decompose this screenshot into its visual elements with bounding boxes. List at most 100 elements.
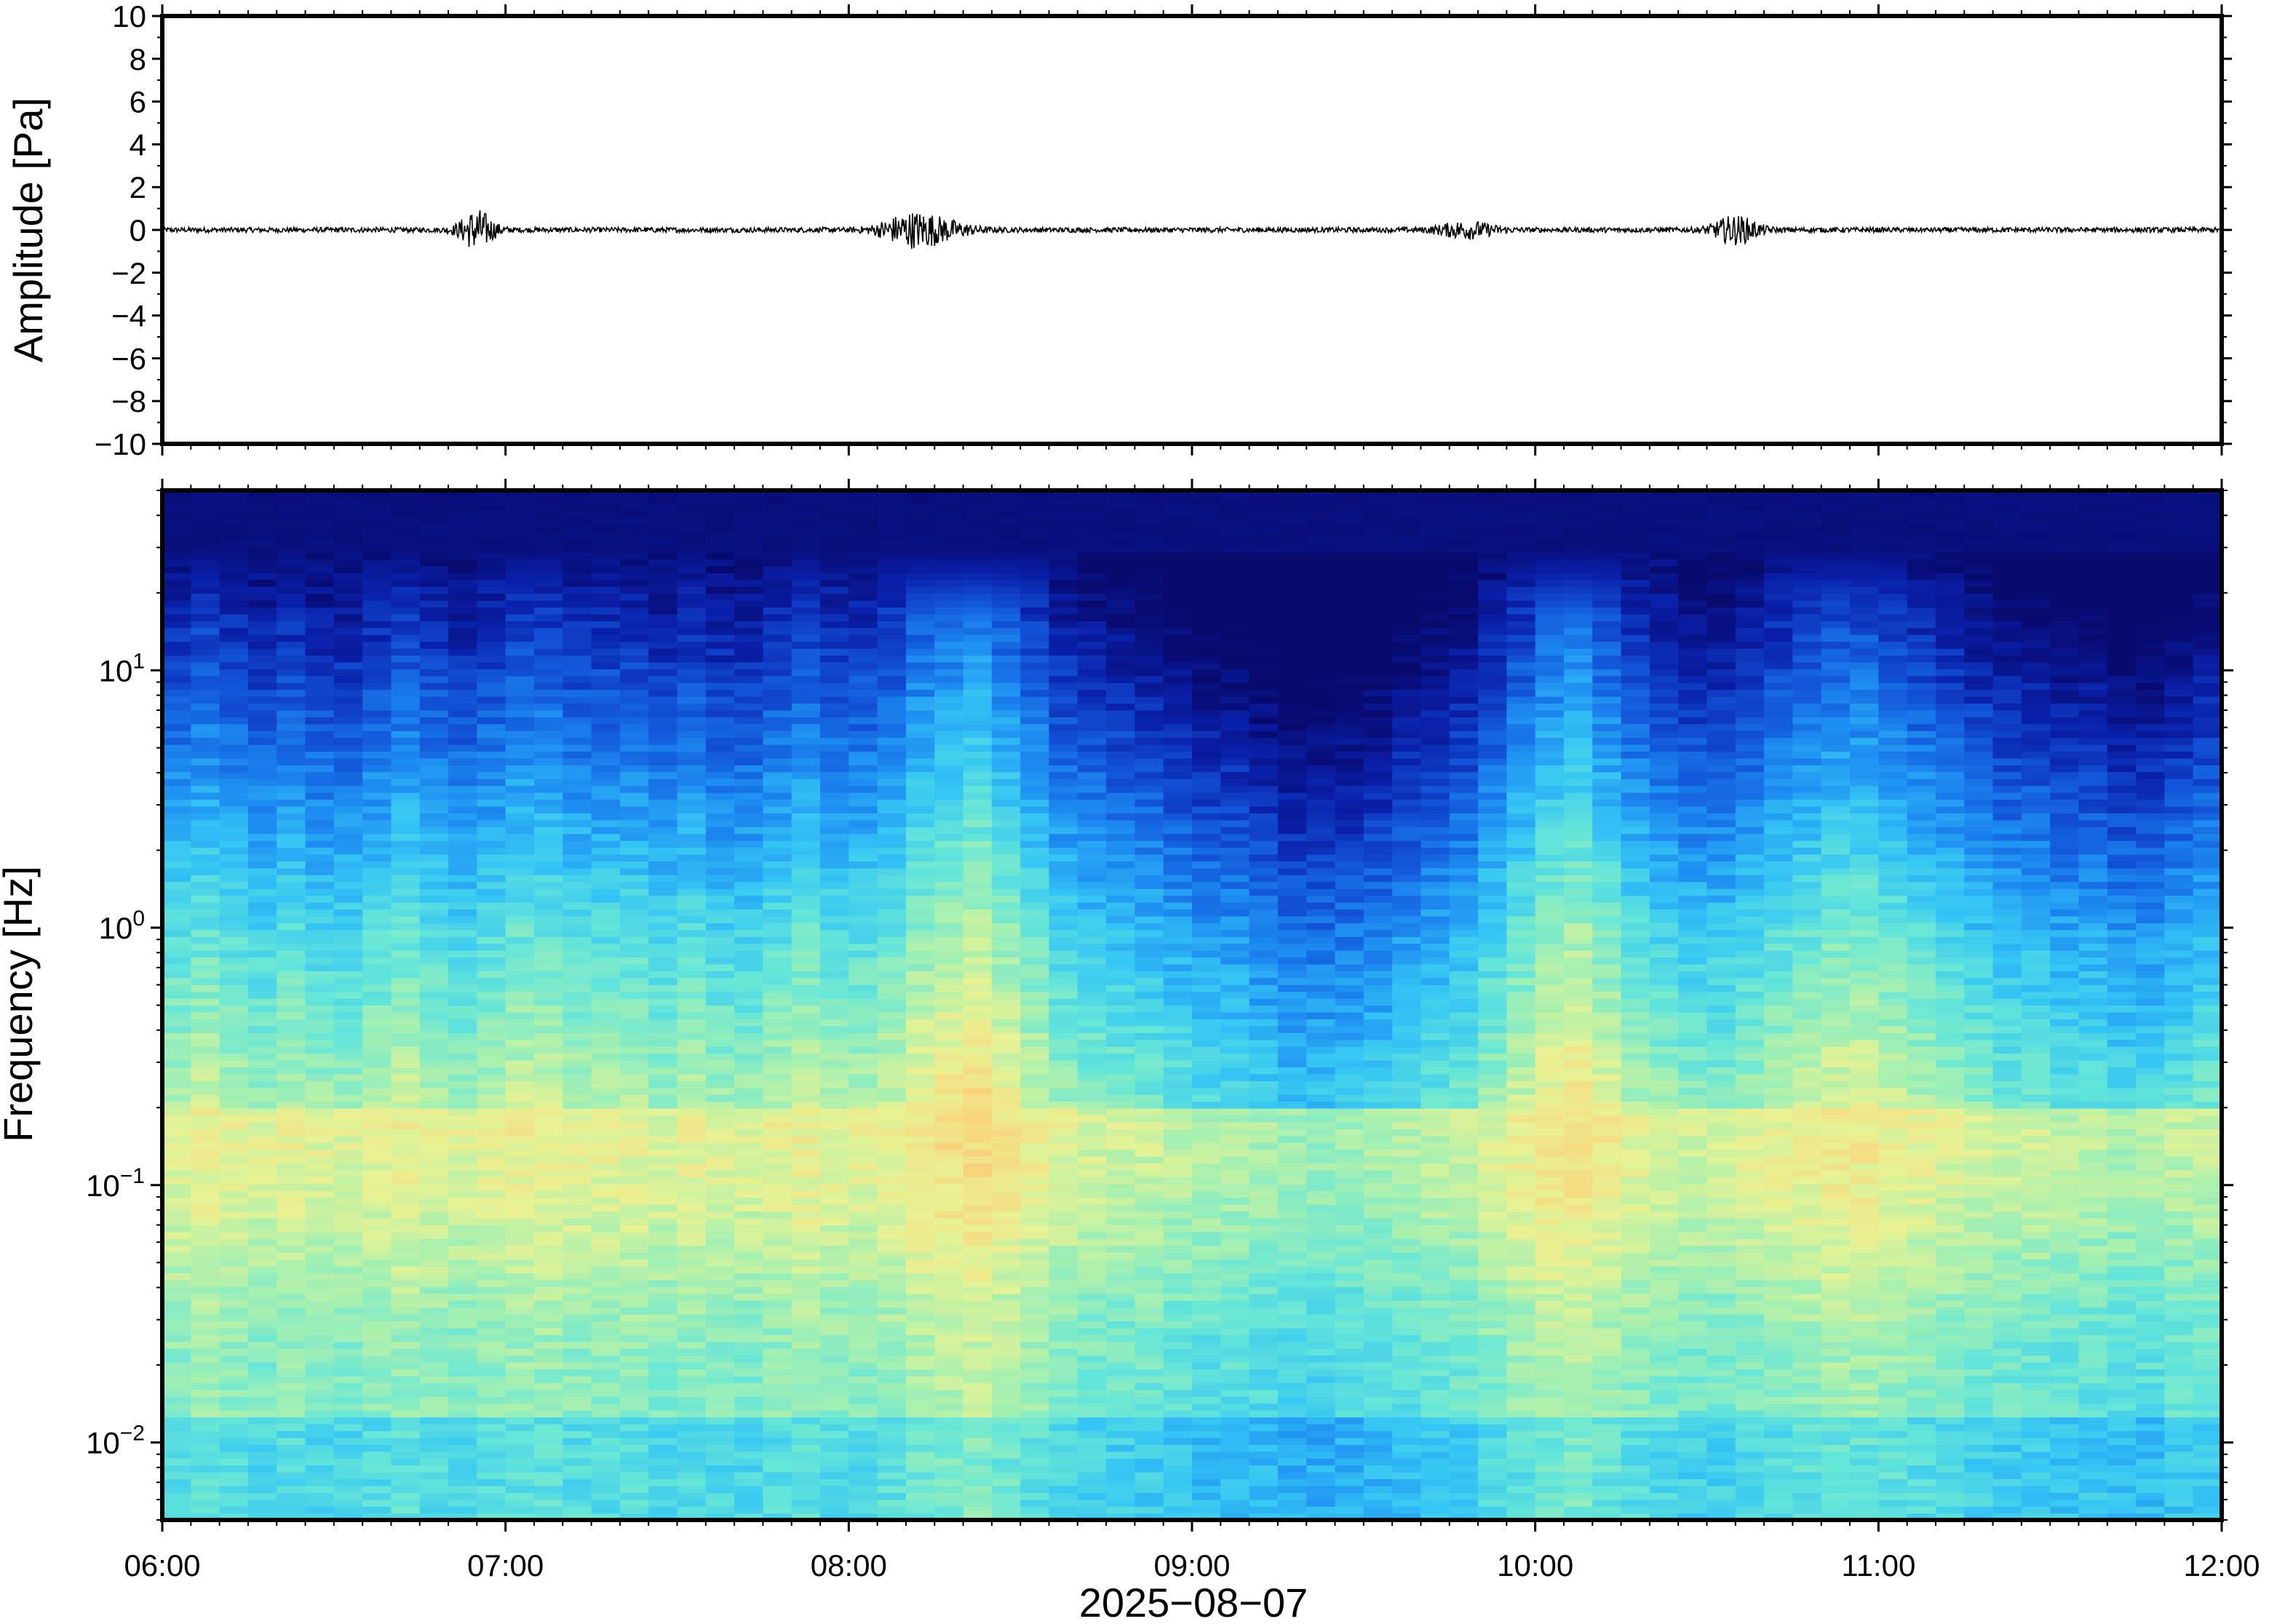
spectrogram-cell (877, 1314, 907, 1322)
spectrogram-cell (448, 991, 477, 999)
spectrogram-cell (1049, 909, 1078, 917)
spectrogram-cell (705, 1149, 735, 1157)
spectrogram-cell (934, 1327, 964, 1335)
spectrogram-cell (963, 1025, 993, 1033)
spectrogram-cell (277, 819, 306, 827)
spectrogram-cell (477, 1067, 506, 1075)
spectrogram-cell (247, 1410, 277, 1418)
spectrogram-cell (877, 1499, 907, 1507)
spectrogram-cell (791, 497, 821, 505)
spectrogram-cell (305, 1115, 335, 1123)
spectrogram-cell (1020, 573, 1050, 581)
spectrogram-cell (505, 634, 535, 642)
spectrogram-cell (619, 627, 649, 635)
spectrogram-cell (877, 1492, 907, 1500)
spectrogram-cell (877, 1471, 907, 1479)
spectrogram-cell (991, 1101, 1021, 1109)
spectrogram-cell (1020, 538, 1050, 546)
spectrogram-cell (419, 1183, 449, 1191)
spectrogram-cell (391, 1190, 421, 1198)
spectrogram-cell (333, 1279, 363, 1287)
spectrogram-cell (619, 1011, 649, 1019)
spectrogram-cell (448, 1252, 477, 1260)
spectrogram-cell (419, 1499, 449, 1507)
spectrogram-cell (305, 881, 335, 889)
spectrogram-cell (648, 579, 678, 587)
spectrogram-cell (677, 1225, 707, 1233)
spectrogram-cell (991, 1410, 1021, 1418)
spectrogram-cell (1049, 1410, 1078, 1418)
spectrogram-cell (162, 613, 191, 621)
spectrogram-cell (277, 689, 306, 697)
spectrogram-cell (419, 1094, 449, 1102)
spectrogram-cell (705, 1177, 735, 1185)
spectrogram-cell (619, 909, 649, 917)
spectrogram-cell (219, 1073, 249, 1081)
spectrogram-cell (448, 1156, 477, 1164)
spectrogram-cell (391, 1011, 421, 1019)
spectrogram-cell (505, 833, 535, 841)
spectrogram-cell (1049, 737, 1078, 745)
spectrogram-cell (419, 1190, 449, 1198)
spectrogram-cell (305, 1375, 335, 1383)
spectrogram-cell (162, 1032, 191, 1040)
spectrogram-cell (705, 579, 735, 587)
spectrogram-cell (1049, 1217, 1078, 1225)
spectrogram-cell (277, 1430, 306, 1438)
spectrogram-cell (905, 1471, 935, 1479)
spectrogram-cell (905, 1169, 935, 1177)
spectrogram-cell (705, 600, 735, 608)
spectrogram-cell (191, 1101, 220, 1109)
spectrogram-cell (934, 1252, 964, 1260)
spectrogram-cell (391, 963, 421, 971)
spectrogram-cell (877, 525, 907, 533)
spectrogram-cell (905, 1252, 935, 1260)
spectrogram-cell (591, 1265, 621, 1273)
spectrogram-cell (477, 915, 506, 923)
spectrogram-cell (734, 1273, 764, 1281)
spectrogram-cell (591, 1135, 621, 1143)
spectrogram-cell (333, 723, 363, 731)
spectrogram-cell (677, 1437, 707, 1445)
spectrogram-cell (247, 1375, 277, 1383)
spectrogram-cell (877, 1019, 907, 1027)
spectrogram-cell (277, 1478, 306, 1486)
spectrogram-cell (849, 1204, 878, 1212)
spectrogram-cell (533, 875, 563, 883)
spectrogram-cell (419, 1156, 449, 1164)
spectrogram-cell (1049, 696, 1078, 704)
spectrogram-cell (705, 1506, 735, 1514)
spectrogram-cell (191, 1417, 220, 1425)
spectrogram-cell (877, 1087, 907, 1095)
spectrogram-cell (934, 895, 964, 903)
spectrogram-cell (333, 731, 363, 739)
spectrogram-cell (1049, 723, 1078, 731)
spectrogram-cell (705, 867, 735, 875)
spectrogram-cell (305, 1142, 335, 1150)
spectrogram-cell (391, 1375, 421, 1383)
spectrogram-cell (191, 929, 220, 937)
spectrogram-cell (820, 1156, 849, 1164)
spectrogram-cell (162, 573, 191, 581)
spectrogram-cell (791, 1410, 821, 1418)
spectrogram-cell (362, 792, 392, 800)
spectrogram-cell (563, 641, 592, 649)
spectrogram-cell (505, 613, 535, 621)
spectrogram-cell (705, 1355, 735, 1363)
spectrogram-cell (991, 1067, 1021, 1075)
spectrogram-cell (963, 1321, 993, 1329)
spectrogram-cell (591, 559, 621, 567)
spectrogram-cell (991, 1300, 1021, 1308)
spectrogram-cell (247, 1444, 277, 1452)
spectrogram-cell (820, 1355, 849, 1363)
spectrogram-cell (277, 915, 306, 923)
spectrogram-cell (505, 538, 535, 546)
spectrogram-cell (934, 1375, 964, 1383)
spectrogram-cell (734, 1369, 764, 1377)
spectrogram-cell (877, 1327, 907, 1335)
spectrogram-cell (849, 1149, 878, 1157)
spectrogram-cell (591, 950, 621, 958)
spectrogram-cell (419, 785, 449, 793)
spectrogram-cell (191, 957, 220, 965)
spectrogram-cell (333, 709, 363, 717)
